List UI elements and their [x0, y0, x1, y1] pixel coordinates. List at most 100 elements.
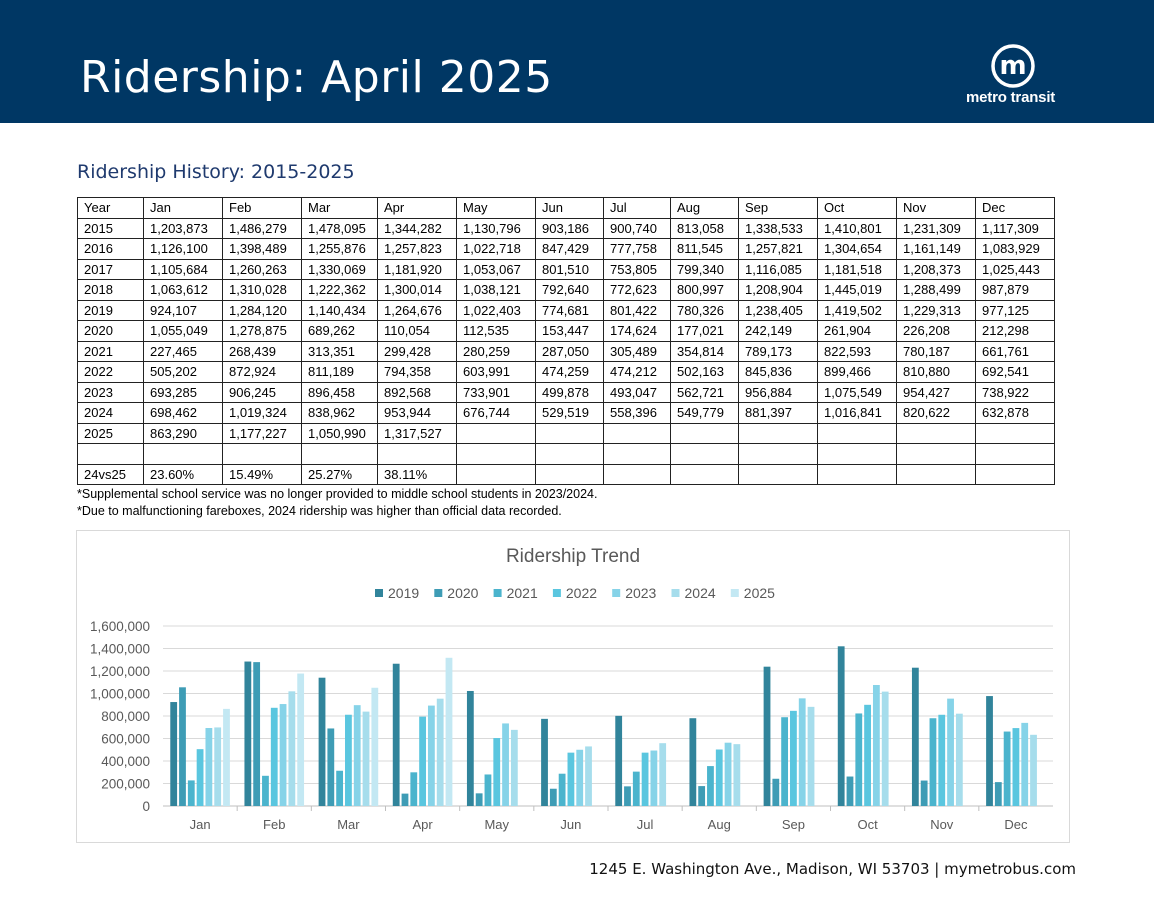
table-cell: 676,744 [456, 402, 536, 424]
bar-2021-apr [410, 772, 418, 806]
bar-2021-sep [781, 717, 789, 806]
table-cell: 549,779 [670, 402, 739, 424]
table-cell: 1,255,876 [301, 238, 378, 260]
table-cell: 2018 [77, 279, 144, 301]
table-row: 2021 227,465 268,439 313,351 299,428 280,259 2… [77, 340, 1055, 362]
table-cell [975, 463, 1055, 485]
table-cell: 987,879 [975, 279, 1055, 301]
table-cell [535, 422, 604, 444]
bar-2022-sep [790, 710, 797, 806]
table-cell: 227,465 [143, 340, 223, 362]
legend-label: 2019 [388, 585, 419, 601]
bar-2024-mar [362, 711, 370, 806]
legend-label: 2020 [447, 585, 478, 601]
table-cell: 1,278,875 [222, 320, 302, 342]
table-cell: 15.49% [222, 463, 302, 485]
bar-2024-sep [807, 706, 815, 806]
y-tick-label: 0 [142, 799, 150, 814]
table-cell: 774,681 [535, 299, 604, 321]
chart-canvas: Ridership Trend 2019 2020 2021 2022 2023 2024 2… [90, 546, 1053, 832]
bar-2021-dec [1003, 731, 1011, 806]
table-cell [456, 463, 536, 485]
table-cell: 1,177,227 [222, 422, 302, 444]
table-cell: 1,075,549 [817, 381, 897, 403]
table-cell: 177,021 [670, 320, 739, 342]
table-row: 2016 1,126,100 1,398,489 1,255,876 1,257,823… [77, 238, 1055, 260]
legend-label: 2025 [744, 585, 775, 601]
table-cell: 313,351 [301, 340, 378, 362]
bar-2020-aug [698, 786, 706, 806]
table-cell: 474,212 [603, 361, 671, 383]
table-cell: 1,063,612 [143, 279, 223, 301]
table-cell: 954,427 [896, 381, 976, 403]
table-cell [975, 422, 1055, 444]
x-tick-label: Jul [637, 817, 654, 832]
table-cell: 1,208,373 [896, 258, 976, 280]
table-cell: 789,173 [738, 340, 818, 362]
table-cell: 2022 [77, 361, 144, 383]
table-cell [670, 463, 739, 485]
table-cell: 112,535 [456, 320, 536, 342]
table-cell: 1,050,990 [301, 422, 378, 444]
table-cell: 692,541 [975, 361, 1055, 383]
table-cell [603, 422, 671, 444]
x-tick-label: Jun [560, 817, 581, 832]
chart-title: Ridership Trend [506, 546, 640, 567]
table-cell [603, 443, 671, 465]
table-cell: 1,208,904 [738, 279, 818, 301]
table-cell: 845,836 [738, 361, 818, 383]
ridership-history-table: Year Jan Feb Mar Apr May Jun Jul Aug Sep Oct Nov Dec… [77, 197, 1055, 485]
table-cell: 777,758 [603, 238, 671, 260]
table-cell: 892,568 [377, 381, 457, 403]
bar-2020-jun [549, 788, 557, 806]
bar-2021-nov [929, 718, 937, 806]
legend-label: 2021 [507, 585, 538, 601]
column-header: May [456, 197, 536, 219]
bar-2019-aug [689, 718, 697, 806]
table-cell [670, 422, 739, 444]
table-cell: 813,058 [670, 217, 739, 239]
table-cell [738, 443, 818, 465]
table-cell: 810,880 [896, 361, 976, 383]
metro-transit-logo: m [991, 44, 1035, 88]
table-cell: 24vs25 [77, 463, 144, 485]
table-cell: 1,231,309 [896, 217, 976, 239]
bar-2019-jun [541, 718, 548, 806]
table-cell: 299,428 [377, 340, 457, 362]
bar-2021-feb [262, 775, 269, 806]
bar-2020-dec [994, 782, 1002, 806]
table-cell: 2025 [77, 422, 144, 444]
table-cell: 1,260,263 [222, 258, 302, 280]
table-cell: 1,203,873 [143, 217, 223, 239]
x-tick-label: Aug [708, 817, 731, 832]
table-cell: 242,149 [738, 320, 818, 342]
table-cell: 1,486,279 [222, 217, 302, 239]
table-cell: 632,878 [975, 402, 1055, 424]
table-cell: 23.60% [143, 463, 223, 485]
table-cell: 800,997 [670, 279, 739, 301]
column-header: Apr [377, 197, 457, 219]
bar-2022-oct [864, 704, 871, 806]
table-cell: 1,478,095 [301, 217, 378, 239]
table-cell [817, 422, 897, 444]
table-cell: 811,545 [670, 238, 739, 260]
table-cell: 2024 [77, 402, 144, 424]
table-cell [975, 443, 1055, 465]
table-cell: 733,901 [456, 381, 536, 403]
page-title: Ridership: April 2025 [80, 52, 553, 103]
table-row: 2015 1,203,873 1,486,279 1,478,095 1,344,282… [77, 217, 1055, 239]
table-row: 2019 924,107 1,284,120 1,140,434 1,264,676 1,… [77, 299, 1055, 321]
table-cell: 847,429 [535, 238, 604, 260]
bar-2020-mar [327, 728, 335, 806]
table-cell: 738,922 [975, 381, 1055, 403]
bar-2022-jan [196, 749, 204, 806]
bar-2024-feb [288, 691, 296, 806]
table-cell: 899,466 [817, 361, 897, 383]
y-tick-label: 1,200,000 [90, 664, 150, 679]
bar-2023-jan [205, 728, 213, 806]
legend-swatch [612, 589, 621, 597]
table-cell: 977,125 [975, 299, 1055, 321]
table-cell: 1,181,920 [377, 258, 457, 280]
table-cell: 1,398,489 [222, 238, 302, 260]
table-cell: 900,740 [603, 217, 671, 239]
